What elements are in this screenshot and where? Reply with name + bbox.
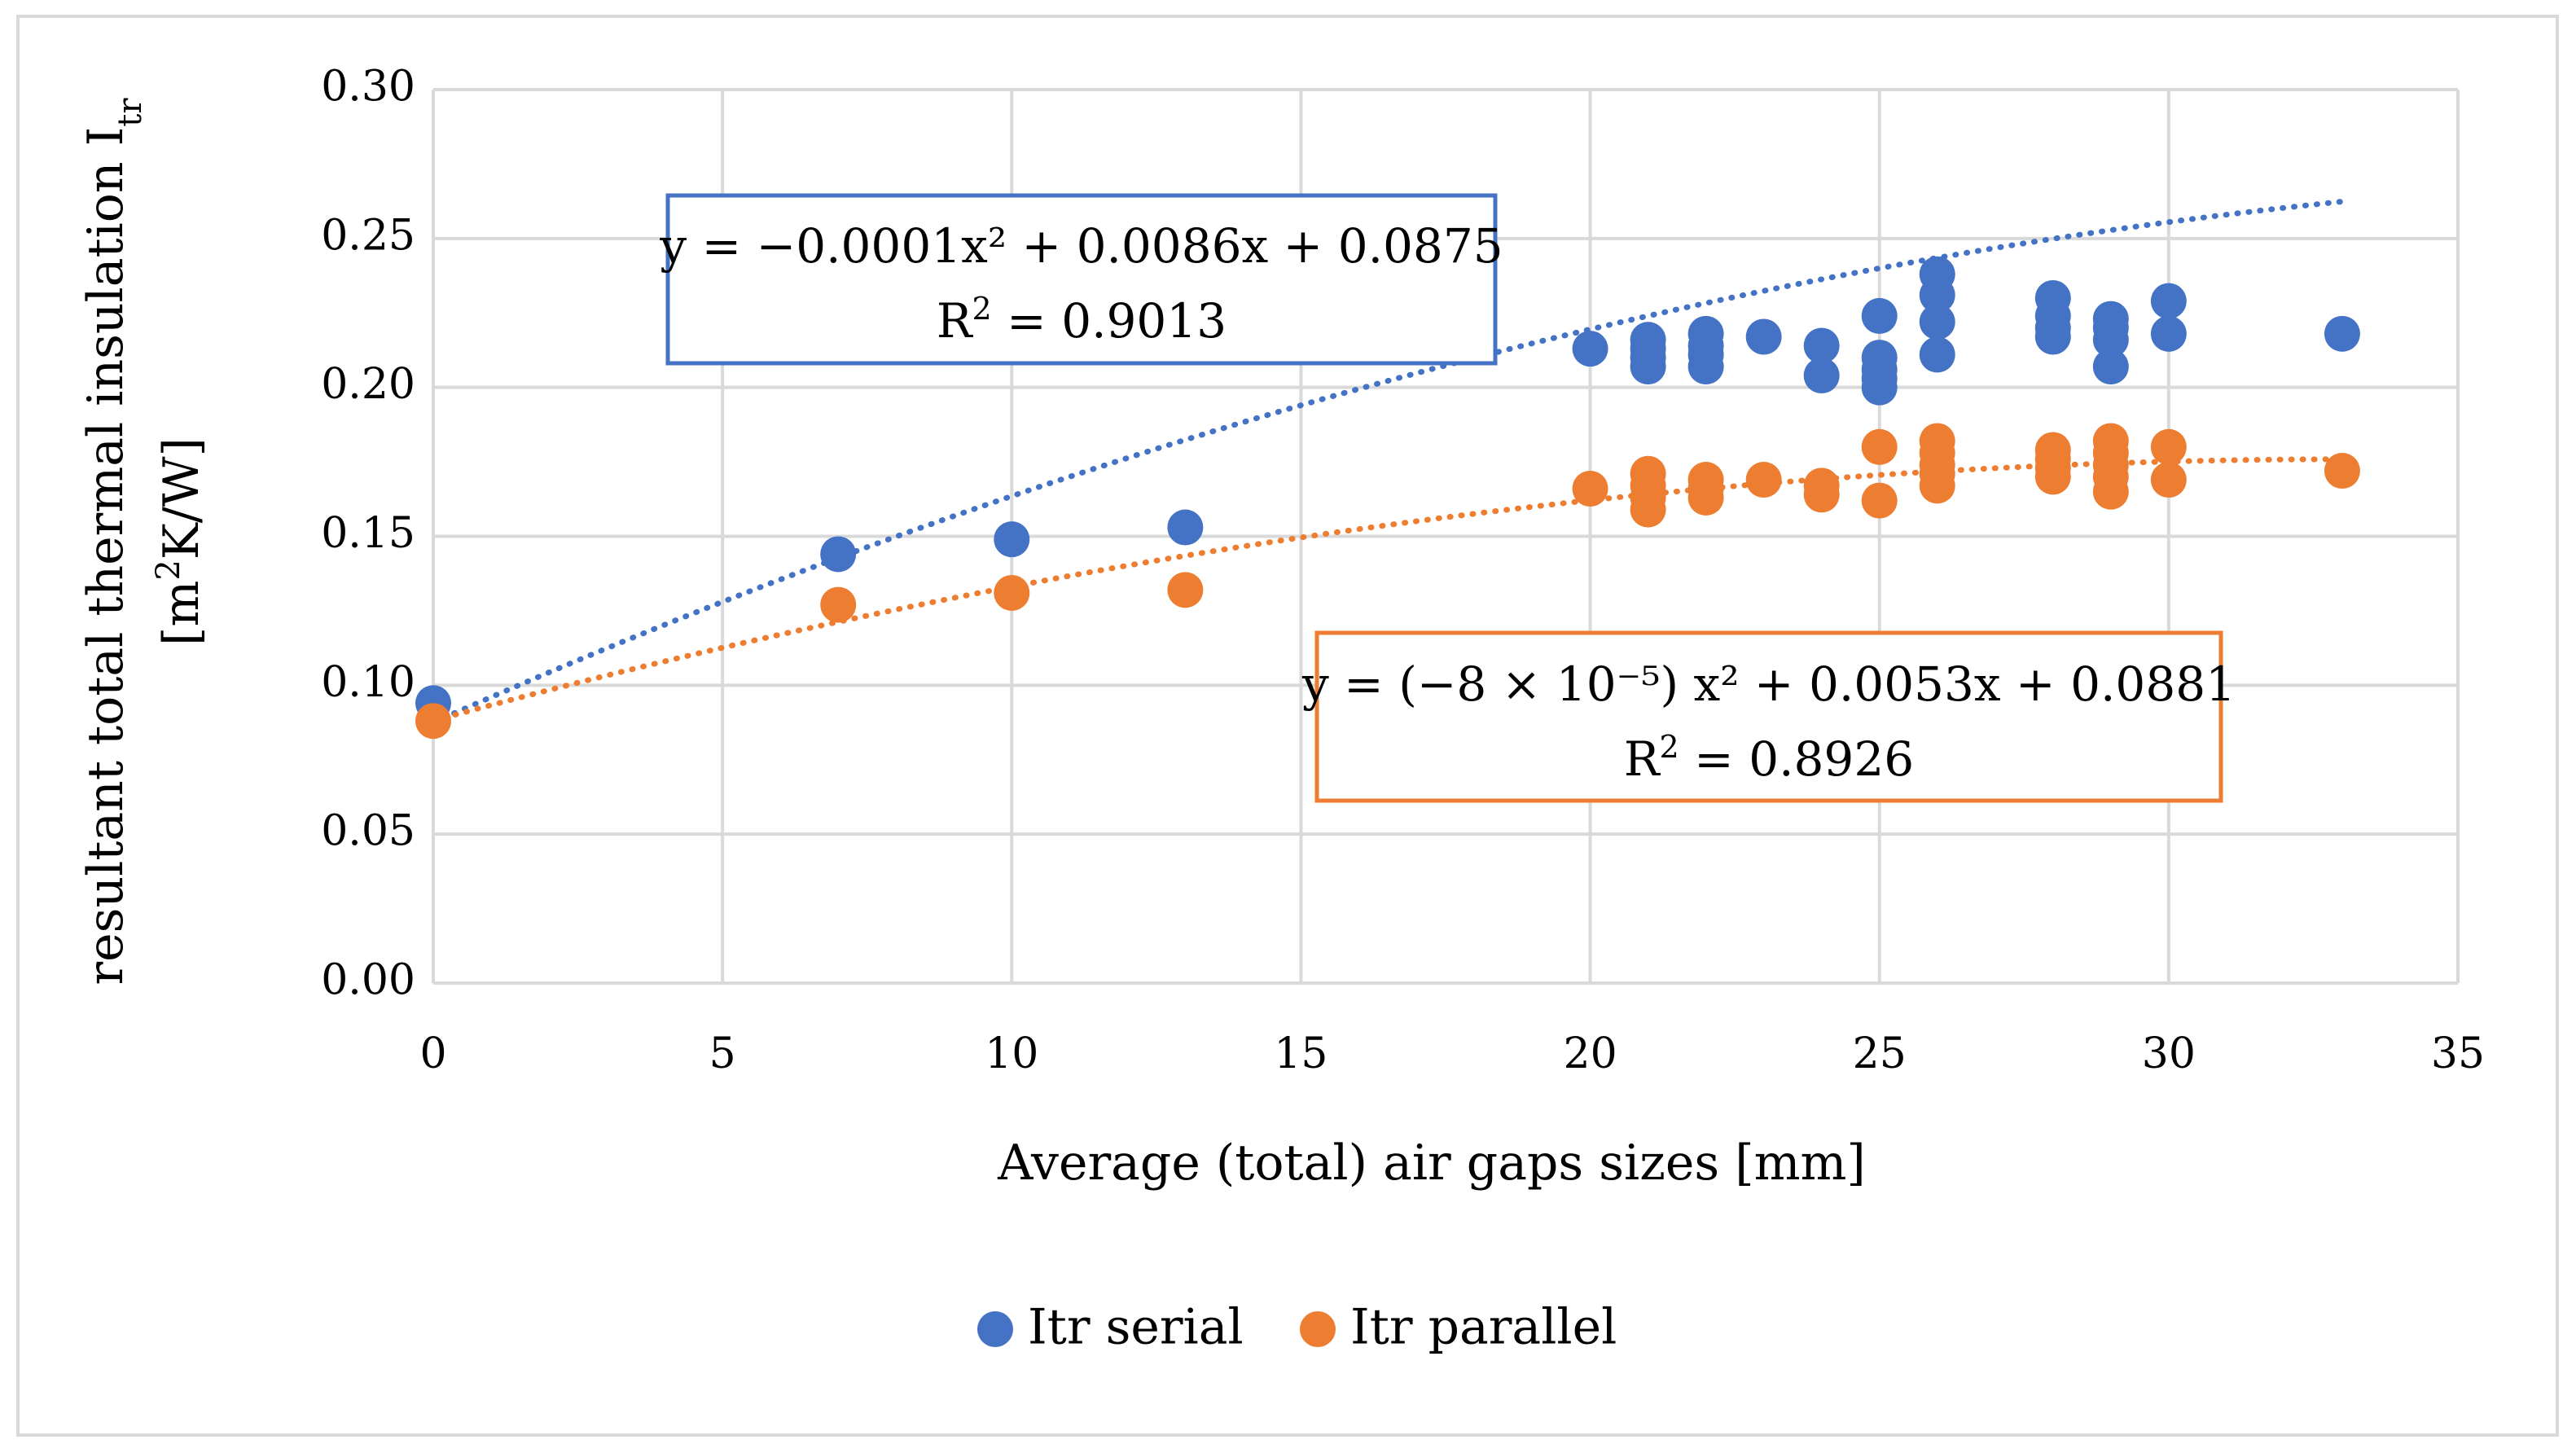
trendline-parallel xyxy=(430,456,2346,724)
data-point-serial xyxy=(2092,349,2129,385)
data-point-parallel xyxy=(994,574,1030,611)
x-tick-label: 25 xyxy=(1853,1029,1907,1078)
serial-equation-border xyxy=(665,193,1498,366)
serial-equation-box: y = −0.0001x² + 0.0086x + 0.0875 R2 = 0.… xyxy=(659,193,1503,366)
x-tick-label: 10 xyxy=(985,1029,1038,1078)
data-point-serial xyxy=(2150,283,2187,319)
parallel-equation-line1: y = (−8 × 10⁻⁵) x² + 0.0053x + 0.0881 xyxy=(1301,656,2236,712)
data-point-serial xyxy=(994,521,1030,558)
x-axis-title: Average (total) air gaps sizes [mm] xyxy=(997,1135,1866,1192)
data-point-serial xyxy=(1630,349,1666,385)
x-tick-label: 20 xyxy=(1563,1029,1617,1078)
data-point-serial xyxy=(1919,277,1955,314)
y-axis-title-line2: [m2K/W] xyxy=(150,437,210,646)
data-point-serial xyxy=(1687,349,1724,385)
y-tick-label: 0.20 xyxy=(321,360,415,409)
y-tick-label: 0.05 xyxy=(321,807,415,856)
serial-equation-line1: y = −0.0001x² + 0.0086x + 0.0875 xyxy=(659,218,1503,274)
legend-marker-parallel xyxy=(1300,1311,1336,1347)
data-point-serial xyxy=(1861,369,1898,406)
data-point-parallel xyxy=(2034,459,2071,495)
data-point-serial xyxy=(2034,318,2071,355)
data-point-serial xyxy=(1803,358,1840,394)
x-tick-label: 0 xyxy=(419,1029,446,1078)
x-tick-labels: 0 5 10 15 20 25 30 35 xyxy=(419,1029,2485,1078)
data-point-parallel xyxy=(1919,468,1955,504)
data-point-parallel xyxy=(1167,572,1204,608)
data-point-serial xyxy=(1745,318,1782,355)
y-tick-label: 0.10 xyxy=(321,658,415,707)
data-point-parallel xyxy=(2324,453,2360,489)
legend-label-parallel: Itr parallel xyxy=(1350,1299,1617,1356)
data-point-parallel xyxy=(1861,428,1898,465)
y-tick-label: 0.25 xyxy=(321,211,415,260)
data-point-parallel xyxy=(2150,428,2187,465)
data-point-serial xyxy=(2092,322,2129,358)
legend: Itr serial Itr parallel xyxy=(977,1299,1617,1356)
y-tick-label: 0.30 xyxy=(321,63,415,112)
x-tick-label: 15 xyxy=(1274,1029,1327,1078)
data-point-parallel xyxy=(2092,473,2129,510)
data-point-serial xyxy=(1803,327,1840,364)
data-point-serial xyxy=(1919,336,1955,373)
y-tick-labels: 0.00 0.05 0.10 0.15 0.20 0.25 0.30 xyxy=(321,63,415,1005)
data-point-parallel xyxy=(2150,462,2187,498)
data-point-serial xyxy=(2150,315,2187,352)
trendline-serial xyxy=(430,198,2346,726)
legend-marker-serial xyxy=(977,1311,1013,1347)
data-point-serial xyxy=(1861,297,1898,334)
data-points xyxy=(415,256,2360,740)
data-point-parallel xyxy=(1687,479,1724,516)
data-point-parallel xyxy=(1572,470,1608,507)
data-point-serial xyxy=(1572,331,1608,367)
data-point-serial xyxy=(2324,315,2360,352)
y-axis-title-line1: resultant total thermal insulation Itr xyxy=(77,98,149,985)
data-point-parallel xyxy=(1861,482,1898,519)
parallel-equation-box: y = (−8 × 10⁻⁵) x² + 0.0053x + 0.0881 R2… xyxy=(1301,630,2236,803)
data-point-parallel xyxy=(1803,476,1840,513)
parallel-r-squared: R2 = 0.8926 xyxy=(1624,729,1914,787)
data-point-parallel xyxy=(1745,462,1782,498)
x-tick-label: 5 xyxy=(709,1029,736,1078)
trendlines xyxy=(430,198,2346,726)
x-tick-label: 30 xyxy=(2142,1029,2196,1078)
data-point-parallel xyxy=(1630,491,1666,528)
serial-r-squared: R2 = 0.9013 xyxy=(937,291,1227,349)
data-point-parallel xyxy=(820,586,857,623)
data-point-serial xyxy=(1167,509,1204,546)
x-tick-label: 35 xyxy=(2431,1029,2485,1078)
data-point-serial xyxy=(820,536,857,573)
data-point-serial xyxy=(1919,304,1955,340)
y-tick-label: 0.15 xyxy=(321,509,415,558)
data-point-parallel xyxy=(415,703,451,740)
y-tick-label: 0.00 xyxy=(321,956,415,1005)
legend-label-serial: Itr serial xyxy=(1028,1299,1244,1356)
parallel-equation-border xyxy=(1314,630,2223,803)
